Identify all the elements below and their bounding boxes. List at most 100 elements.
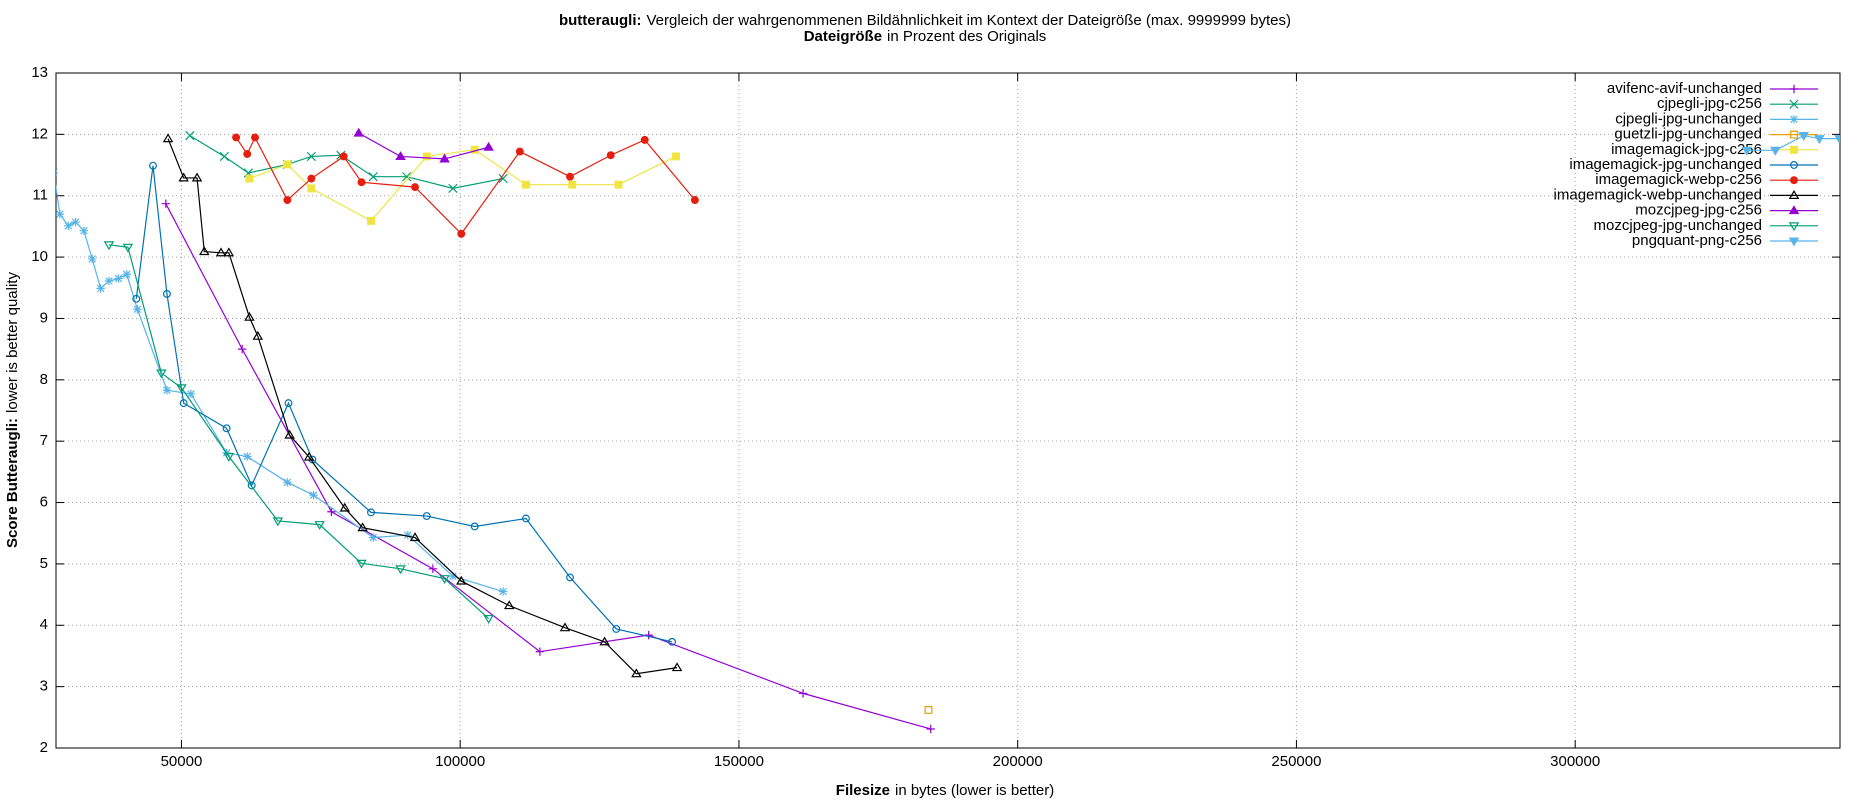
data-point — [614, 180, 623, 189]
y-label-rest: lower is better quality — [4, 272, 21, 413]
legend-label: pngquant-png-c256 — [1632, 232, 1762, 249]
series-line — [189, 135, 504, 189]
data-point — [1834, 135, 1840, 145]
series-line — [358, 132, 489, 160]
series — [232, 133, 699, 238]
data-point — [96, 284, 105, 293]
data-point — [238, 344, 247, 354]
data-point — [640, 136, 649, 144]
x-axis-label: Filesize in bytes (lower is better) — [836, 782, 1054, 799]
plot-frame — [55, 72, 1841, 749]
data-point — [606, 151, 615, 160]
data-point — [223, 247, 235, 257]
data-point — [690, 196, 699, 204]
x-tick-label: 150000 — [714, 753, 764, 770]
data-point — [411, 183, 419, 192]
data-point — [403, 530, 412, 540]
data-point — [176, 384, 187, 394]
data-point — [162, 290, 171, 298]
legend-label: mozcjpeg-jpg-unchanged — [1594, 217, 1762, 234]
legend-marker — [1790, 130, 1798, 139]
data-point — [924, 705, 933, 714]
series — [353, 127, 494, 163]
data-point — [283, 478, 292, 487]
legend-label: avifenc-avif-unchanged — [1607, 80, 1762, 97]
data-point — [456, 575, 467, 585]
data-point — [161, 199, 171, 208]
series — [162, 133, 683, 678]
data-point — [215, 247, 227, 257]
data-point — [64, 221, 73, 230]
data-point — [272, 517, 284, 527]
data-point — [439, 575, 450, 585]
y-tick-label: 9 — [40, 309, 48, 326]
x-tick-label: 300000 — [1550, 753, 1600, 770]
legend-marker — [1788, 222, 1800, 232]
series — [161, 199, 935, 734]
data-point — [357, 522, 368, 532]
data-point — [402, 172, 412, 182]
data-point — [309, 490, 318, 500]
data-point — [356, 559, 367, 569]
legend-label: cjpegli-jpg-c256 — [1657, 95, 1762, 112]
y-tick-label: 4 — [40, 616, 48, 633]
series — [56, 169, 508, 596]
data-point — [644, 630, 653, 640]
data-point — [103, 241, 115, 251]
series-line — [108, 244, 490, 619]
chart-title: butteraugli: Vergleich der wahrgenommenen… — [559, 12, 1291, 29]
data-point — [186, 389, 196, 399]
data-point — [535, 647, 545, 656]
data-point — [422, 512, 431, 520]
x-tick-label: 250000 — [1271, 753, 1321, 770]
data-point — [503, 600, 515, 610]
data-point — [56, 209, 65, 219]
data-point — [149, 161, 157, 170]
x-tick-label: 50000 — [161, 753, 203, 770]
data-point — [222, 424, 231, 433]
data-point — [178, 172, 189, 182]
data-point — [191, 172, 203, 182]
data-point — [303, 451, 315, 461]
legend-marker — [1788, 205, 1800, 215]
y-label-bold: Score Butteraugli: — [4, 418, 21, 548]
data-point — [368, 172, 378, 182]
title-rest: Vergleich der wahrgenommenen Bildähnlich… — [646, 12, 1291, 29]
y-axis-label: Score Butteraugli: lower is better qualit… — [4, 272, 21, 548]
data-point — [179, 399, 188, 408]
data-point — [367, 216, 375, 225]
data-point — [566, 573, 574, 582]
data-point — [243, 452, 252, 461]
y-tick-label: 6 — [40, 494, 48, 511]
legend-label: cjpegli-jpg-unchanged — [1615, 110, 1762, 127]
data-point — [498, 587, 508, 596]
series — [103, 241, 494, 624]
data-point — [568, 180, 577, 189]
legend-marker — [1788, 237, 1800, 247]
data-point — [522, 514, 530, 523]
series-line — [165, 203, 931, 730]
data-point — [284, 429, 295, 439]
x-tick-label: 200000 — [993, 753, 1043, 770]
data-point — [308, 455, 317, 464]
legend-marker — [1790, 145, 1798, 154]
x-label-rest: in bytes (lower is better) — [895, 782, 1054, 799]
data-point — [439, 153, 450, 163]
data-point — [104, 276, 114, 286]
data-point — [223, 452, 235, 462]
data-point — [185, 130, 195, 141]
series — [924, 705, 933, 714]
legend-marker — [1790, 176, 1798, 185]
data-point — [631, 668, 642, 678]
data-point — [448, 183, 458, 193]
data-point — [395, 565, 406, 575]
data-point — [122, 270, 132, 279]
data-point — [1770, 146, 1781, 156]
data-point — [422, 152, 431, 161]
data-point — [353, 127, 364, 137]
data-point — [1741, 146, 1753, 156]
title-bold: butteraugli: — [559, 12, 642, 29]
data-point — [339, 152, 348, 161]
chart-subtitle: Dateigröße in Prozent des Originals — [804, 28, 1047, 45]
